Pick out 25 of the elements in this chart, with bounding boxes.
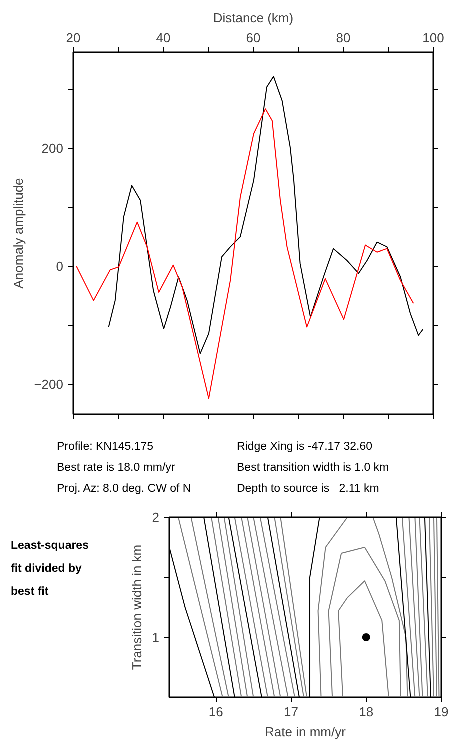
- text: Depth to source is 2.11 km: [237, 482, 380, 497]
- text: Best transition width is 1.0 km: [237, 461, 390, 476]
- y-tick-label: 200: [42, 141, 64, 156]
- y-axis-title: Transition width in km: [129, 544, 144, 670]
- y-tick-label: 2: [152, 510, 160, 525]
- y-tick-label: −200: [34, 376, 64, 392]
- text: Least-squares fit divided by best fit: [11, 539, 89, 600]
- x-tick-label: 17: [284, 704, 298, 720]
- x-tick-label: 40: [156, 30, 171, 46]
- x-tick-label: 16: [208, 704, 224, 720]
- text: Profile: KN145.175: [57, 440, 154, 455]
- y-axis-title: Anomaly amplitude: [11, 178, 26, 289]
- text: Proj. Az: 8.0 deg. CW of N: [57, 482, 192, 497]
- x-tick-label: 100: [422, 30, 444, 46]
- x-tick-label: 20: [66, 30, 81, 46]
- x-tick-label: 19: [434, 704, 449, 720]
- x-axis-title: Rate in mm/yr: [265, 724, 347, 740]
- x-tick-label: 80: [336, 30, 351, 46]
- x-tick-label: 60: [246, 30, 261, 46]
- y-tick-label: 0: [56, 259, 64, 274]
- text: Ridge Xing is -47.17 32.60: [237, 440, 373, 455]
- y-tick-label: 1: [152, 630, 160, 645]
- x-axis-title: Distance (km): [213, 10, 294, 26]
- text: Best rate is 18.0 mm/yr: [57, 461, 176, 476]
- x-tick-label: 18: [359, 704, 374, 720]
